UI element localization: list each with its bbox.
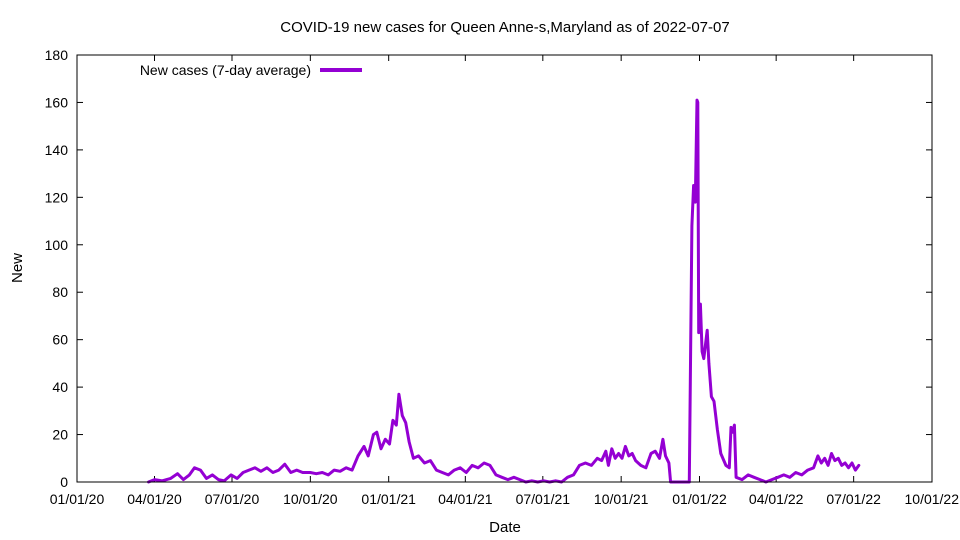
x-tick-label: 04/01/20 bbox=[127, 491, 182, 507]
x-tick-label: 04/01/22 bbox=[749, 491, 804, 507]
x-tick-label: 01/01/22 bbox=[672, 491, 727, 507]
x-tick-label: 04/01/21 bbox=[438, 491, 493, 507]
x-tick-label: 07/01/20 bbox=[205, 491, 260, 507]
x-tick-label: 07/01/21 bbox=[516, 491, 571, 507]
x-tick-label: 01/01/21 bbox=[361, 491, 416, 507]
y-tick-label: 160 bbox=[45, 94, 69, 110]
x-tick-label: 10/01/21 bbox=[594, 491, 649, 507]
y-tick-label: 80 bbox=[52, 284, 68, 300]
series-layer bbox=[147, 98, 861, 484]
y-tick-label: 60 bbox=[52, 332, 68, 348]
x-tick-label: 07/01/22 bbox=[826, 491, 881, 507]
y-tick-label: 120 bbox=[45, 189, 69, 205]
y-tick-label: 0 bbox=[60, 474, 68, 490]
legend: New cases (7-day average) bbox=[140, 62, 362, 78]
series-line bbox=[147, 98, 861, 484]
x-tick-label: 10/01/20 bbox=[283, 491, 338, 507]
x-tick-label: 10/01/22 bbox=[905, 491, 960, 507]
y-axis-label: New bbox=[9, 253, 26, 283]
y-axis-ticks: 0 20 40 60 80 100 120 140 160 180 bbox=[45, 47, 932, 490]
plot-border bbox=[76, 54, 933, 483]
chart-title: COVID-19 new cases for Queen Anne-s,Mary… bbox=[280, 19, 729, 36]
y-tick-label: 40 bbox=[52, 379, 68, 395]
x-axis-label: Date bbox=[489, 519, 521, 536]
x-axis-ticks: 01/01/20 04/01/20 07/01/20 10/01/20 01/01/21… bbox=[50, 55, 959, 507]
y-tick-label: 140 bbox=[45, 142, 69, 158]
y-tick-label: 100 bbox=[45, 237, 69, 253]
y-tick-label: 20 bbox=[52, 427, 68, 443]
y-tick-label: 180 bbox=[45, 47, 69, 63]
legend-label: New cases (7-day average) bbox=[140, 62, 311, 78]
x-tick-label: 01/01/20 bbox=[50, 491, 105, 507]
